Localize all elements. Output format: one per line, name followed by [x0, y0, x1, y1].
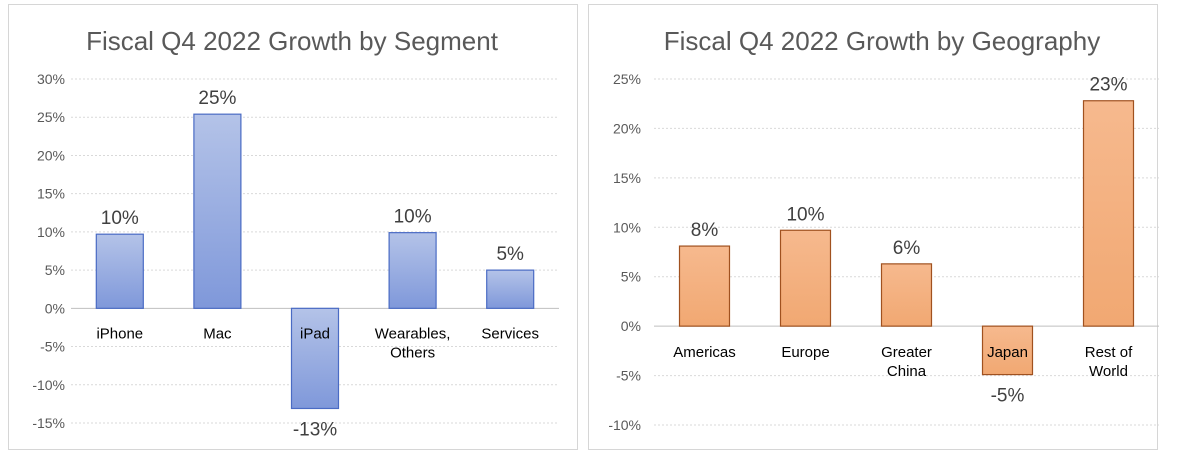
y-tick-label: 25% [37, 109, 65, 125]
x-category-label: Japan [987, 344, 1028, 361]
y-tick-label: 5% [621, 269, 641, 285]
y-tick-label: 25% [613, 71, 641, 87]
segment-growth-chart-svg: Fiscal Q4 2022 Growth by Segment 30% 25% 20… [32, 26, 559, 440]
bar [193, 113, 242, 309]
y-tick-label: 5% [45, 262, 65, 278]
data-label: -5% [991, 386, 1025, 407]
x-category-label: iPhone [96, 325, 143, 342]
y-tick-label: -10% [32, 377, 65, 393]
x-category-label: Mac [203, 325, 232, 342]
geography-growth-chart-svg: Fiscal Q4 2022 Growth by Geography 25% 20%… [608, 26, 1159, 433]
bar [290, 307, 340, 410]
x-category-label: Americas [673, 344, 736, 361]
chart-title: Fiscal Q4 2022 Growth by Geography [664, 26, 1100, 56]
y-tick-label: 10% [613, 219, 641, 235]
bar [880, 263, 933, 327]
data-label: 23% [1089, 75, 1127, 96]
x-category-label: Rest of World [1085, 344, 1133, 380]
bar [388, 232, 437, 309]
bar [1082, 100, 1135, 327]
data-label: 8% [691, 220, 719, 241]
bar [981, 325, 1034, 376]
y-tick-label: 30% [37, 71, 65, 87]
data-label: 6% [893, 238, 921, 259]
x-category-label: Greater China [881, 344, 932, 380]
chart-title: Fiscal Q4 2022 Growth by Segment [86, 26, 499, 56]
y-tick-label: 15% [37, 186, 65, 202]
x-category-label: Europe [781, 344, 829, 361]
bar [486, 269, 535, 309]
data-label: 10% [101, 208, 139, 229]
x-category-label: iPad [300, 325, 330, 342]
x-category-label: Services [481, 325, 539, 342]
data-label: 25% [198, 88, 236, 109]
y-tick-label: 0% [45, 300, 65, 316]
segment-growth-chart: Fiscal Q4 2022 Growth by Segment 30% 25% 20… [8, 4, 578, 450]
geography-growth-chart: Fiscal Q4 2022 Growth by Geography 25% 20%… [588, 4, 1159, 450]
y-tick-label: 20% [37, 147, 65, 163]
y-tick-label: -5% [616, 368, 641, 384]
data-label: 10% [786, 204, 824, 225]
data-label: 10% [394, 207, 432, 228]
data-label: -13% [293, 419, 337, 440]
bar [95, 233, 144, 309]
bar [678, 245, 731, 327]
y-tick-label: 15% [613, 170, 641, 186]
bar [779, 229, 832, 327]
y-tick-label: 10% [37, 224, 65, 240]
data-label: 5% [496, 244, 524, 265]
y-tick-label: 20% [613, 120, 641, 136]
y-tick-label: -10% [608, 417, 641, 433]
y-tick-label: -15% [32, 415, 65, 431]
x-category-label: Wearables, Others [375, 325, 451, 361]
y-tick-label: -5% [40, 339, 65, 355]
y-tick-label: 0% [621, 318, 641, 334]
